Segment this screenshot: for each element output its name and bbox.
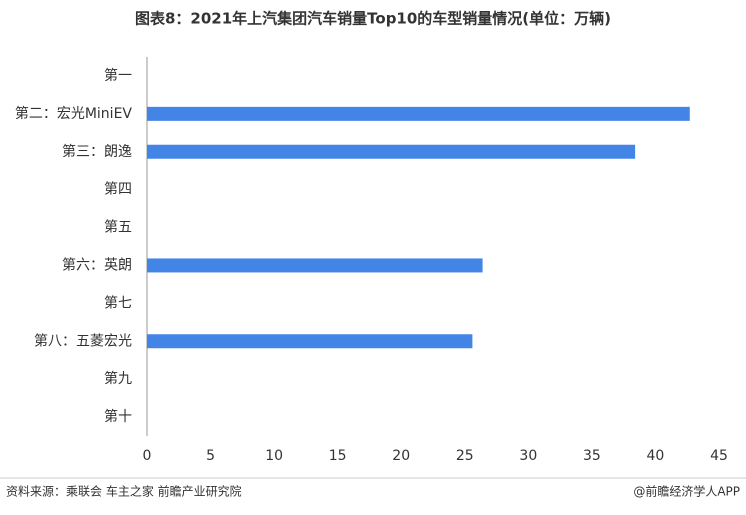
x-tick-label: 20 (392, 448, 410, 464)
bar (147, 258, 483, 273)
bar (147, 144, 636, 159)
y-tick-label: 第一 (104, 67, 132, 84)
y-tick-label: 第四 (104, 181, 132, 198)
x-tick-label: 45 (710, 448, 728, 464)
chart-title: 图表8：2021年上汽集团汽车销量Top10的车型销量情况(单位：万辆) (135, 10, 611, 28)
x-tick-label: 30 (519, 448, 537, 464)
y-tick-label: 第八：五菱宏光 (34, 332, 132, 349)
y-tick-label: 第二：宏光MiniEV (15, 105, 133, 122)
y-tick-label: 第十 (104, 408, 132, 425)
bar (147, 334, 473, 349)
x-tick-label: 25 (456, 448, 474, 464)
source: 资料来源：乘联会 车主之家 前瞻产业研究院 (6, 484, 242, 499)
bar (147, 106, 690, 121)
x-tick-label: 0 (143, 448, 152, 464)
credit: @前瞻经济学人APP (633, 484, 740, 499)
y-tick-label: 第七 (104, 294, 132, 311)
y-tick-label: 第六：英朗 (62, 256, 132, 273)
x-tick-label: 10 (265, 448, 283, 464)
x-tick-label: 15 (329, 448, 347, 464)
y-tick-label: 第五 (104, 219, 132, 236)
y-tick-label: 第九 (104, 370, 132, 387)
x-tick-label: 40 (647, 448, 665, 464)
x-tick-label: 5 (206, 448, 215, 464)
x-tick-label: 35 (583, 448, 601, 464)
y-tick-label: 第三：朗逸 (62, 143, 132, 160)
